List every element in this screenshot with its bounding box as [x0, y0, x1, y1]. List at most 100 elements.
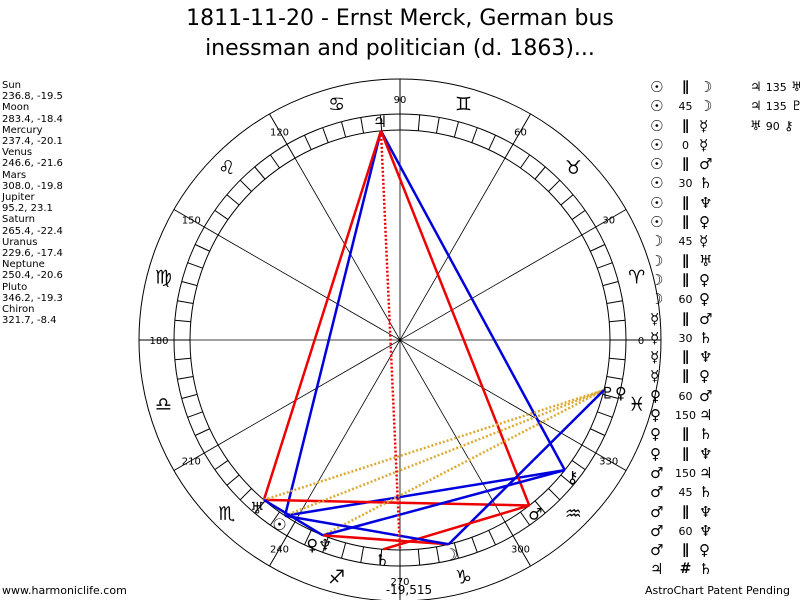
- degree-tick: [488, 530, 496, 546]
- aspect-row: ☽ 45 ☿: [650, 232, 745, 251]
- aspect-type: ∥: [682, 349, 689, 366]
- aspect-planet-1: ☿: [650, 348, 660, 367]
- degree-tick: [606, 375, 623, 380]
- aspect-row: ♀ ∥ ♆: [650, 445, 745, 464]
- aspect-planet-2: ♀: [699, 541, 710, 560]
- aspect-line: [263, 498, 324, 537]
- aspect-row: ☽ ∥ ♀: [650, 271, 745, 290]
- degree-label: 0: [638, 336, 644, 347]
- aspect-planet-1: ♀: [650, 444, 661, 463]
- degree-tick: [571, 460, 586, 471]
- zodiac-sign: ♓: [628, 393, 645, 415]
- aspect-planet-1: ☉: [650, 116, 664, 135]
- aspect-planet-2: ♃: [699, 463, 713, 482]
- aspect-planet-1: ☽: [650, 290, 664, 309]
- degree-tick: [504, 521, 514, 536]
- aspect-line: [379, 130, 566, 471]
- degree-tick: [581, 444, 596, 454]
- planet-coordinates: 236.8, -19.5: [2, 91, 63, 103]
- aspect-planet-1: ☿: [650, 309, 660, 328]
- degree-tick: [177, 300, 194, 305]
- degree-tick: [177, 375, 194, 380]
- zodiac-signs: ♈ ♉ ♊ ♋ ♌ ♍ ♎ ♏ ♐ ♑ ♒ ♓: [155, 93, 645, 588]
- aspect-type: 60: [678, 293, 693, 307]
- degree-label: 120: [270, 127, 289, 138]
- degree-tick: [194, 244, 210, 252]
- degree-tick: [590, 244, 606, 252]
- planet-glyphs: ♃ ☽ ♄ ♂ ⚷ ♇♀ ♅ ☉ ♀♆: [250, 112, 626, 569]
- aspect-planet-2: ⚷: [783, 118, 794, 134]
- aspect-planet-1: ♃: [750, 99, 762, 115]
- aspect-row: ♃ 135 ♅: [750, 78, 800, 97]
- degree-tick: [269, 511, 280, 526]
- aspect-planet-2: ♄: [699, 174, 713, 193]
- aspect-grid: ☉ ∥ ☽ ☉ 45 ☽ ☉ ∥ ☿ ☉ 0 ☿ ☉ ∥ ♂ ☉ 30 ♄ ☉ ∥ ♆ ☉ ∥ ♀ ☽ 45 ☿ ☽ ∥ ♅ ☽ ∥ ♀ ☽ 60 ♀…: [650, 78, 745, 580]
- degree-tick: [435, 546, 440, 563]
- aspect-planet-2: ☿: [699, 116, 709, 135]
- degree-label: 150: [182, 216, 201, 227]
- degree-label: 180: [149, 336, 168, 347]
- aspect-line: [322, 534, 449, 546]
- planet-position-list: Sun 236.8, -19.5 Moon 283.4, -18.4 Mercury 23…: [2, 80, 122, 326]
- degree-tick: [504, 144, 514, 159]
- degree-tick: [322, 537, 329, 553]
- aspect-planet-1: ☿: [650, 328, 660, 347]
- aspect-row: ♂ ∥ ♆: [650, 503, 745, 522]
- degree-tick: [174, 319, 191, 323]
- degree-tick: [435, 117, 440, 134]
- aspect-planet-1: ☉: [650, 78, 664, 96]
- degree-tick: [226, 194, 240, 206]
- aspect-row: ☿ ∥ ♆: [650, 348, 745, 367]
- aspect-type: 45: [678, 486, 693, 500]
- aspect-planet-1: ☉: [650, 193, 664, 212]
- degree-label: 60: [514, 127, 527, 138]
- degree-tick: [453, 542, 459, 559]
- degree-tick: [214, 209, 229, 220]
- aspect-type: 30: [678, 331, 693, 345]
- degree-tick: [360, 117, 365, 134]
- aspect-planet-1: ♂: [650, 541, 664, 560]
- degree-tick: [181, 393, 198, 399]
- aspect-row: ♀ ∥ ♄: [650, 425, 745, 444]
- aspect-type: 45: [678, 100, 693, 114]
- aspect-row: ♀ 60 ♂: [650, 387, 745, 406]
- aspect-row: ♂ ∥ ♀: [650, 541, 745, 560]
- aspect-planet-2: ♀: [699, 290, 710, 309]
- degree-labels: 0 30 60 90 120 150 180 210 240 270 300 330: [149, 95, 644, 588]
- degree-tick: [239, 179, 252, 192]
- degree-tick: [226, 474, 240, 486]
- aspect-line: [322, 468, 566, 537]
- planet-glyph: ♂: [528, 504, 542, 523]
- bottom-coordinate-label: -19,515: [386, 583, 432, 597]
- aspect-planet-1: ♀: [650, 425, 661, 444]
- zodiac-sign: ♈: [628, 267, 645, 289]
- aspect-line: [379, 130, 402, 551]
- aspect-type: 90: [765, 119, 780, 133]
- aspect-planet-1: ☉: [650, 213, 664, 232]
- aspect-row: ☉ ∥ ♀: [650, 213, 745, 232]
- aspect-planet-1: ♂: [650, 483, 664, 502]
- aspect-type: 150: [675, 466, 696, 480]
- degree-tick: [379, 549, 383, 566]
- aspect-row: ☽ 60 ♀: [650, 290, 745, 309]
- degree-tick: [194, 428, 210, 436]
- aspect-row: ☉ ∥ ♆: [650, 194, 745, 213]
- aspect-planet-2: ♇: [790, 99, 800, 115]
- aspect-type: ∥: [682, 368, 689, 385]
- aspect-type: 135: [765, 81, 787, 94]
- aspect-type: 0: [682, 138, 689, 152]
- degree-tick: [341, 121, 347, 138]
- aspect-planet-1: ♃: [750, 80, 762, 95]
- aspect-planet-2: ☿: [699, 232, 709, 251]
- aspect-type: ∥: [682, 252, 689, 269]
- aspect-line: [447, 389, 605, 546]
- aspect-type: ∥: [682, 426, 689, 443]
- degree-tick: [520, 154, 531, 169]
- planet-name: Neptune: [2, 259, 45, 271]
- aspect-type: ∥: [682, 445, 689, 462]
- aspect-planet-2: ♆: [699, 502, 713, 521]
- degree-tick: [602, 281, 619, 287]
- aspect-planet-2: ♀: [699, 213, 710, 232]
- degree-tick: [187, 262, 203, 269]
